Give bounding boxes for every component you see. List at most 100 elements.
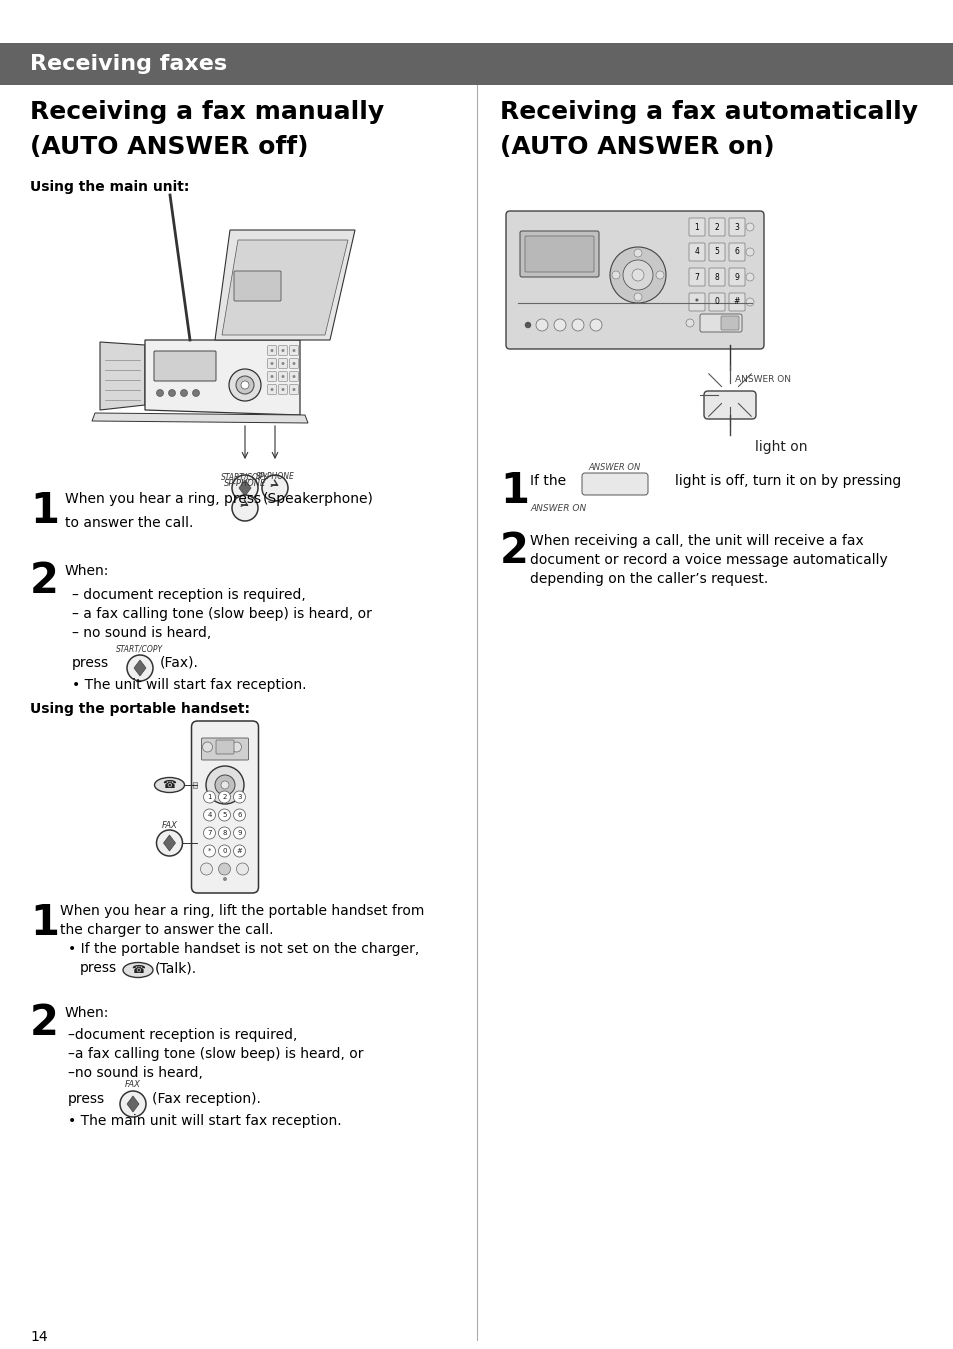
Text: Receiving a fax manually: Receiving a fax manually — [30, 100, 384, 124]
Circle shape — [281, 389, 284, 391]
Text: 9: 9 — [237, 830, 241, 836]
FancyBboxPatch shape — [688, 268, 704, 286]
Circle shape — [271, 362, 274, 366]
Text: *: * — [695, 298, 699, 306]
Text: When you hear a ring, press: When you hear a ring, press — [65, 492, 261, 506]
FancyBboxPatch shape — [290, 359, 298, 368]
Text: When:: When: — [65, 564, 110, 577]
Circle shape — [745, 223, 753, 231]
Text: #: # — [733, 298, 740, 306]
Polygon shape — [91, 413, 308, 424]
FancyBboxPatch shape — [728, 243, 744, 260]
Text: ANSWER ON: ANSWER ON — [588, 463, 640, 472]
FancyBboxPatch shape — [708, 268, 724, 286]
Text: ☎: ☎ — [162, 780, 176, 791]
Text: 3: 3 — [734, 223, 739, 232]
Text: ANSWER ON: ANSWER ON — [530, 505, 586, 513]
FancyBboxPatch shape — [519, 231, 598, 277]
Text: SP-PHONE: SP-PHONE — [224, 479, 266, 488]
Text: press: press — [71, 656, 109, 670]
Text: light on: light on — [754, 440, 806, 455]
Text: document or record a voice message automatically: document or record a voice message autom… — [530, 553, 887, 567]
FancyBboxPatch shape — [278, 372, 287, 382]
Text: depending on the caller’s request.: depending on the caller’s request. — [530, 572, 767, 585]
Circle shape — [221, 781, 229, 789]
Circle shape — [232, 742, 241, 751]
Text: – no sound is heard,: – no sound is heard, — [71, 626, 211, 639]
FancyBboxPatch shape — [703, 391, 755, 420]
Circle shape — [232, 475, 257, 500]
Text: (Fax).: (Fax). — [160, 656, 198, 670]
FancyBboxPatch shape — [728, 219, 744, 236]
Circle shape — [218, 863, 231, 876]
Circle shape — [232, 495, 257, 521]
Text: FAX: FAX — [125, 1081, 141, 1089]
Circle shape — [127, 656, 152, 681]
FancyBboxPatch shape — [688, 219, 704, 236]
Text: 4: 4 — [694, 247, 699, 256]
Text: 2: 2 — [30, 560, 59, 602]
FancyBboxPatch shape — [708, 243, 724, 260]
Circle shape — [203, 827, 215, 839]
Text: 1: 1 — [30, 490, 59, 532]
Circle shape — [206, 766, 244, 804]
Circle shape — [203, 791, 215, 803]
Text: 14: 14 — [30, 1330, 48, 1344]
Text: the charger to answer the call.: the charger to answer the call. — [60, 923, 274, 938]
Circle shape — [180, 390, 188, 397]
FancyBboxPatch shape — [268, 384, 276, 394]
Circle shape — [202, 742, 213, 751]
FancyBboxPatch shape — [233, 271, 281, 301]
Circle shape — [233, 827, 245, 839]
Text: Using the main unit:: Using the main unit: — [30, 179, 190, 194]
Text: 2: 2 — [30, 1002, 59, 1044]
Text: (Talk).: (Talk). — [154, 960, 197, 975]
Circle shape — [536, 318, 547, 331]
Circle shape — [271, 375, 274, 378]
Circle shape — [218, 809, 231, 822]
Circle shape — [262, 475, 288, 500]
Circle shape — [281, 362, 284, 366]
Circle shape — [223, 877, 227, 881]
Text: Receiving a fax automatically: Receiving a fax automatically — [499, 100, 917, 124]
Circle shape — [233, 809, 245, 822]
Circle shape — [656, 271, 663, 279]
FancyBboxPatch shape — [290, 372, 298, 382]
Circle shape — [631, 268, 643, 281]
Text: ANSWER ON: ANSWER ON — [734, 375, 790, 384]
FancyBboxPatch shape — [268, 359, 276, 368]
Circle shape — [293, 375, 295, 378]
Circle shape — [293, 349, 295, 352]
Text: 1: 1 — [30, 902, 59, 944]
Text: 5: 5 — [714, 247, 719, 256]
Text: When receiving a call, the unit will receive a fax: When receiving a call, the unit will rec… — [530, 534, 862, 548]
Text: press: press — [68, 1091, 105, 1106]
Text: 2: 2 — [499, 530, 528, 572]
Text: START/COPY: START/COPY — [221, 472, 269, 482]
Text: • If the portable handset is not set on the charger,: • If the portable handset is not set on … — [68, 942, 418, 956]
Circle shape — [524, 322, 531, 328]
Text: 0: 0 — [222, 849, 227, 854]
FancyBboxPatch shape — [192, 720, 258, 893]
Text: –document reception is required,: –document reception is required, — [68, 1028, 297, 1041]
Text: SP-PHONE: SP-PHONE — [255, 472, 294, 482]
FancyBboxPatch shape — [193, 782, 197, 788]
Text: – a fax calling tone (slow beep) is heard, or: – a fax calling tone (slow beep) is hear… — [71, 607, 372, 621]
FancyBboxPatch shape — [688, 243, 704, 260]
FancyBboxPatch shape — [720, 316, 739, 331]
Circle shape — [271, 389, 274, 391]
Text: (Speakerphone): (Speakerphone) — [263, 492, 374, 506]
FancyBboxPatch shape — [201, 738, 248, 759]
FancyBboxPatch shape — [728, 268, 744, 286]
Text: 1: 1 — [207, 795, 212, 800]
Text: 6: 6 — [734, 247, 739, 256]
Circle shape — [236, 863, 248, 876]
Text: 1: 1 — [694, 223, 699, 232]
Text: 3: 3 — [237, 795, 241, 800]
Circle shape — [685, 318, 693, 326]
Polygon shape — [145, 340, 299, 415]
Text: Receiving faxes: Receiving faxes — [30, 54, 227, 74]
Text: –a fax calling tone (slow beep) is heard, or: –a fax calling tone (slow beep) is heard… — [68, 1047, 363, 1062]
Polygon shape — [239, 480, 251, 496]
Text: ☎: ☎ — [131, 965, 145, 975]
